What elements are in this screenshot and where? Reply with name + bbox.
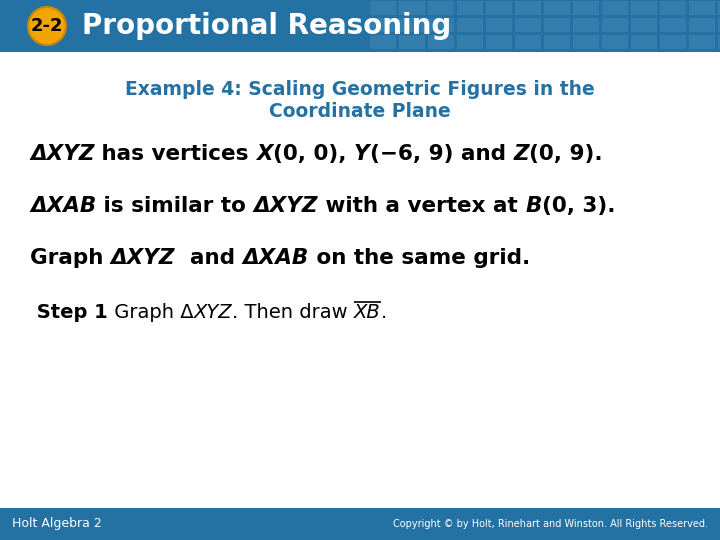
FancyBboxPatch shape [602,18,628,32]
Text: ΔXYZ: ΔXYZ [253,196,318,216]
Text: . Then draw: . Then draw [232,303,354,322]
Text: X: X [256,144,273,164]
FancyBboxPatch shape [457,1,483,15]
FancyBboxPatch shape [660,18,686,32]
Text: is similar to: is similar to [96,196,253,216]
FancyBboxPatch shape [370,18,396,32]
FancyBboxPatch shape [573,1,599,15]
FancyBboxPatch shape [515,18,541,32]
Text: and: and [176,248,243,268]
FancyBboxPatch shape [602,35,628,49]
FancyBboxPatch shape [689,35,715,49]
Text: (0, 0),: (0, 0), [273,144,354,164]
FancyBboxPatch shape [573,35,599,49]
FancyBboxPatch shape [486,35,512,49]
FancyBboxPatch shape [544,35,570,49]
FancyBboxPatch shape [718,35,720,49]
FancyBboxPatch shape [718,18,720,32]
Text: Proportional Reasoning: Proportional Reasoning [82,12,451,40]
Text: 2-2: 2-2 [31,17,63,35]
FancyBboxPatch shape [399,18,425,32]
Text: B: B [526,196,541,216]
Text: Y: Y [354,144,370,164]
Text: ΔXYZ: ΔXYZ [111,248,176,268]
FancyBboxPatch shape [399,35,425,49]
FancyBboxPatch shape [631,18,657,32]
Text: (−6, 9) and: (−6, 9) and [370,144,513,164]
Text: ΔXYZ: ΔXYZ [30,144,94,164]
Text: Coordinate Plane: Coordinate Plane [269,102,451,121]
FancyBboxPatch shape [573,18,599,32]
Text: .: . [381,303,387,322]
FancyBboxPatch shape [428,1,454,15]
Text: on the same grid.: on the same grid. [309,248,531,268]
FancyBboxPatch shape [660,35,686,49]
FancyBboxPatch shape [660,1,686,15]
Text: Graph Δ: Graph Δ [108,303,194,322]
Text: XYZ: XYZ [194,303,232,322]
Text: with a vertex at: with a vertex at [318,196,526,216]
Text: Graph: Graph [30,248,111,268]
FancyBboxPatch shape [515,35,541,49]
FancyBboxPatch shape [370,1,396,15]
FancyBboxPatch shape [0,508,720,540]
FancyBboxPatch shape [370,35,396,49]
FancyBboxPatch shape [486,1,512,15]
Text: has vertices: has vertices [94,144,256,164]
FancyBboxPatch shape [631,35,657,49]
FancyBboxPatch shape [602,1,628,15]
Text: ΔXAB: ΔXAB [30,196,96,216]
FancyBboxPatch shape [457,18,483,32]
Text: (0, 9).: (0, 9). [529,144,603,164]
FancyBboxPatch shape [399,1,425,15]
FancyBboxPatch shape [544,1,570,15]
FancyBboxPatch shape [544,18,570,32]
FancyBboxPatch shape [428,18,454,32]
Text: (0, 3).: (0, 3). [541,196,616,216]
FancyBboxPatch shape [0,0,720,52]
Text: Example 4: Scaling Geometric Figures in the: Example 4: Scaling Geometric Figures in … [125,80,595,99]
FancyBboxPatch shape [515,1,541,15]
FancyBboxPatch shape [428,35,454,49]
Text: Z: Z [513,144,529,164]
FancyBboxPatch shape [631,1,657,15]
FancyBboxPatch shape [457,35,483,49]
Text: Copyright © by Holt, Rinehart and Winston. All Rights Reserved.: Copyright © by Holt, Rinehart and Winsto… [393,519,708,529]
Text: Holt Algebra 2: Holt Algebra 2 [12,517,102,530]
Text: ΔXAB: ΔXAB [243,248,309,268]
Text: XB: XB [354,303,381,322]
FancyBboxPatch shape [689,18,715,32]
FancyBboxPatch shape [718,1,720,15]
Ellipse shape [28,7,66,45]
FancyBboxPatch shape [486,18,512,32]
Text: Step 1: Step 1 [30,303,108,322]
FancyBboxPatch shape [689,1,715,15]
